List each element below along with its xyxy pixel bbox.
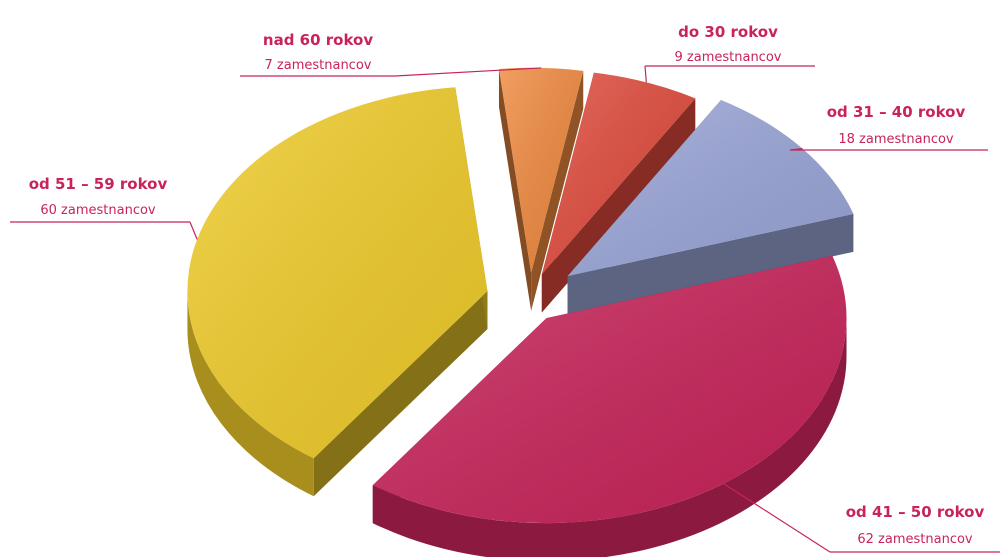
label-group-41-50: od 41 – 50 rokov 62 zamestnancov [846, 503, 985, 547]
slice-label-value: 18 zamestnancov [838, 132, 954, 147]
slice-label-title: od 31 – 40 rokov [827, 103, 966, 121]
pie-slices [187, 67, 854, 557]
leader-line [644, 65, 647, 83]
slice-top-shine [541, 72, 696, 275]
pie-slice-4 [498, 67, 584, 311]
pie-slice-0 [541, 72, 696, 313]
pie-slice-2 [372, 255, 847, 557]
slice-label-title: do 30 rokov [678, 23, 778, 41]
slice-cut-wall [313, 291, 488, 497]
slice-cut-wall [541, 98, 696, 313]
slice-top-shine [567, 99, 854, 277]
slice-label-value: 60 zamestnancov [40, 203, 156, 218]
slice-label-title: nad 60 rokov [263, 31, 373, 49]
slice-top-shine [187, 87, 488, 459]
slice-cut-wall [531, 70, 584, 311]
pie-slice-1 [567, 99, 854, 315]
label-group-do-30: do 30 rokov 9 zamestnancov [675, 23, 782, 65]
slice-top-shine [498, 67, 584, 273]
label-group-nad-60: nad 60 rokov 7 zamestnancov [263, 31, 373, 73]
pie-slice-3 [187, 87, 488, 497]
slice-top-shine [372, 255, 847, 524]
label-group-31-40: od 31 – 40 rokov 18 zamestnancov [827, 103, 966, 147]
label-group-51-59: od 51 – 59 rokov 60 zamestnancov [29, 175, 168, 218]
slice-label-title: od 51 – 59 rokov [29, 175, 168, 193]
slice-label-title: od 41 – 50 rokov [846, 503, 985, 521]
leader-line [723, 483, 831, 553]
slice-side-wall [372, 318, 847, 557]
leader-lines [10, 65, 1000, 553]
leader-line [394, 67, 542, 77]
leader-line [189, 221, 198, 240]
slice-label-value: 62 zamestnancov [857, 532, 973, 547]
slice-side-wall [187, 291, 314, 497]
slice-label-value: 9 zamestnancov [675, 50, 782, 65]
slice-label-value: 7 zamestnancov [265, 58, 372, 73]
slice-cut-wall [498, 68, 532, 311]
slice-cut-wall [567, 213, 854, 315]
